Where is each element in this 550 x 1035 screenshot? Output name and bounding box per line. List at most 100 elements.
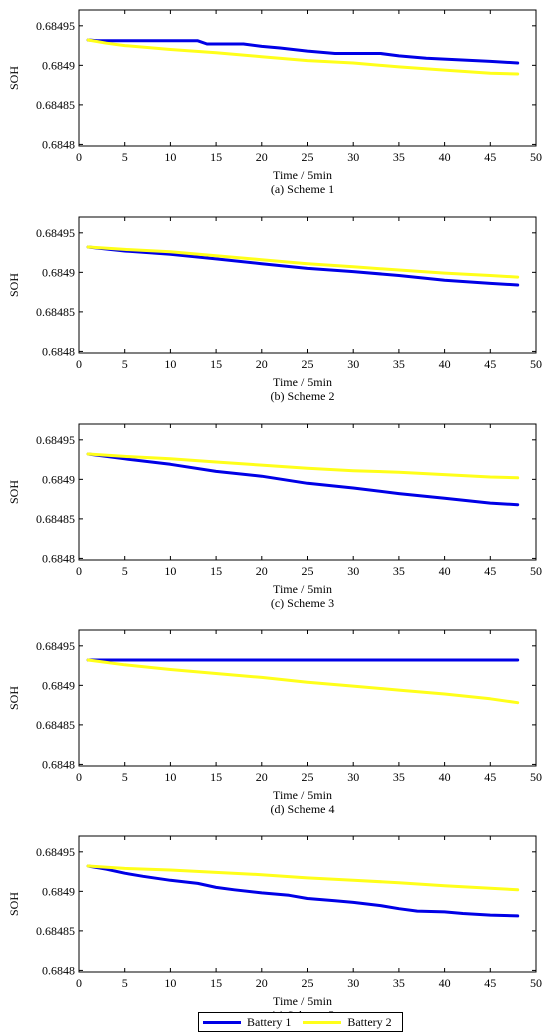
series-line-battery-1 <box>86 452 520 507</box>
series-line-battery-2 <box>86 245 520 279</box>
x-tick-label: 35 <box>393 150 405 164</box>
series-line-battery-1 <box>86 38 520 65</box>
x-tick-label: 30 <box>347 150 359 164</box>
chart-caption: (c) Scheme 3 <box>271 596 334 610</box>
x-tick-label: 45 <box>484 150 496 164</box>
y-tick-label: 0.68485 <box>36 98 75 112</box>
x-tick-label: 15 <box>210 150 222 164</box>
x-axis-label: Time / 5min <box>273 375 332 389</box>
y-tick-label: 0.6848 <box>42 137 75 151</box>
legend: Battery 1 Battery 2 <box>198 1012 403 1032</box>
x-tick-label: 20 <box>256 150 268 164</box>
x-tick-label: 0 <box>76 770 82 784</box>
x-tick-label: 50 <box>530 564 542 578</box>
x-tick-label: 15 <box>210 770 222 784</box>
y-axis-label: SOH <box>7 273 21 297</box>
x-tick-label: 25 <box>302 564 314 578</box>
plot-frame <box>78 629 537 767</box>
y-tick-label: 0.6848 <box>42 757 75 771</box>
x-tick-label: 15 <box>210 976 222 990</box>
x-tick-label: 50 <box>530 770 542 784</box>
legend-swatch-battery-1 <box>203 1020 241 1024</box>
x-tick-label: 45 <box>484 564 496 578</box>
x-tick-label: 10 <box>164 357 176 371</box>
x-tick-label: 30 <box>347 564 359 578</box>
x-tick-label: 10 <box>164 976 176 990</box>
y-axis-label: SOH <box>7 66 21 90</box>
x-tick-label: 5 <box>122 150 128 164</box>
series-line-battery-2 <box>86 864 520 892</box>
x-tick-label: 35 <box>393 770 405 784</box>
x-tick-label: 50 <box>530 976 542 990</box>
x-tick-label: 20 <box>256 357 268 371</box>
x-tick-label: 40 <box>439 150 451 164</box>
y-tick-label: 0.68495 <box>36 226 75 240</box>
x-tick-label: 0 <box>76 150 82 164</box>
chart-panel-5: 0 5 10 15 20 25 30 35 40 45 50 0.68495 0.6849 0.68485… <box>7 835 542 1022</box>
x-tick-label: 5 <box>122 564 128 578</box>
chart-panel-2: 0 5 10 15 20 25 30 35 40 45 50 0.68495 0.6849 0.68485… <box>7 216 542 403</box>
x-tick-label: 50 <box>530 357 542 371</box>
y-tick-label: 0.6849 <box>42 265 75 279</box>
plot-frame <box>78 835 537 973</box>
y-tick-label: 0.6848 <box>42 963 75 977</box>
x-axis-label: Time / 5min <box>273 788 332 802</box>
plot-frame <box>78 423 537 561</box>
x-tick-label: 30 <box>347 357 359 371</box>
series-line-battery-1 <box>86 864 520 918</box>
y-axis-label: SOH <box>7 686 21 710</box>
y-tick-label: 0.68485 <box>36 512 75 526</box>
x-tick-label: 10 <box>164 564 176 578</box>
y-tick-label: 0.68485 <box>36 718 75 732</box>
x-tick-label: 25 <box>302 357 314 371</box>
chart-panel-3: 0 5 10 15 20 25 30 35 40 45 50 0.68495 0.6849 0.68485… <box>7 423 542 610</box>
x-tick-label: 20 <box>256 976 268 990</box>
y-tick-label: 0.6848 <box>42 344 75 358</box>
y-tick-label: 0.6849 <box>42 472 75 486</box>
x-tick-label: 5 <box>122 357 128 371</box>
chart-caption: (d) Scheme 4 <box>271 802 335 816</box>
series-line-battery-1 <box>86 245 520 287</box>
plot-frame <box>78 9 537 147</box>
x-tick-label: 35 <box>393 357 405 371</box>
chart-panel-4: 0 5 10 15 20 25 30 35 40 45 50 0.68495 0.6849 0.68485… <box>7 629 542 816</box>
x-tick-label: 10 <box>164 770 176 784</box>
y-axis-label: SOH <box>7 892 21 916</box>
y-tick-label: 0.68485 <box>36 924 75 938</box>
x-tick-label: 45 <box>484 770 496 784</box>
x-axis-label: Time / 5min <box>273 168 332 182</box>
x-tick-label: 40 <box>439 976 451 990</box>
x-tick-label: 25 <box>302 976 314 990</box>
x-axis-label: Time / 5min <box>273 994 332 1008</box>
x-tick-label: 40 <box>439 564 451 578</box>
x-tick-label: 20 <box>256 770 268 784</box>
x-tick-label: 0 <box>76 564 82 578</box>
x-tick-label: 0 <box>76 357 82 371</box>
y-tick-label: 0.68495 <box>36 639 75 653</box>
x-tick-label: 0 <box>76 976 82 990</box>
x-tick-label: 10 <box>164 150 176 164</box>
x-tick-label: 5 <box>122 770 128 784</box>
x-tick-label: 45 <box>484 357 496 371</box>
x-axis-label: Time / 5min <box>273 582 332 596</box>
y-tick-label: 0.6848 <box>42 551 75 565</box>
x-tick-label: 35 <box>393 564 405 578</box>
x-tick-label: 25 <box>302 770 314 784</box>
legend-label-battery-2: Battery 2 <box>347 1014 392 1029</box>
legend-item-battery-2: Battery 2 <box>299 1014 392 1030</box>
x-tick-label: 40 <box>439 770 451 784</box>
x-tick-label: 20 <box>256 564 268 578</box>
series-line-battery-2 <box>86 452 520 480</box>
x-tick-label: 35 <box>393 976 405 990</box>
legend-label-battery-1: Battery 1 <box>247 1014 292 1029</box>
series-line-battery-2 <box>86 38 520 76</box>
y-tick-label: 0.68485 <box>36 305 75 319</box>
plot-frame <box>78 216 537 354</box>
legend-swatch-battery-2 <box>303 1020 342 1024</box>
series-line-battery-2 <box>86 658 520 705</box>
x-tick-label: 15 <box>210 357 222 371</box>
y-tick-label: 0.6849 <box>42 678 75 692</box>
legend-item-battery-1: Battery 1 <box>199 1015 291 1030</box>
x-tick-label: 30 <box>347 770 359 784</box>
